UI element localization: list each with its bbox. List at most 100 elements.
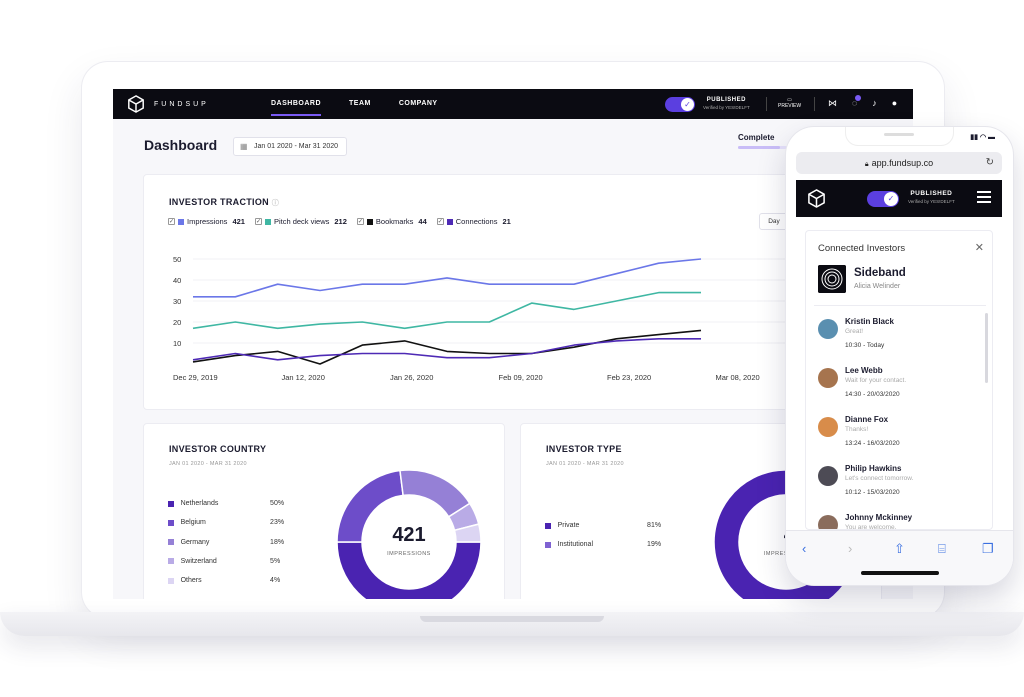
x-tick-label: Jan 12, 2020: [282, 373, 325, 382]
cube-logo-icon[interactable]: [807, 189, 826, 208]
legend-row[interactable]: Netherlands 50%: [168, 500, 298, 507]
bell-icon[interactable]: ♪: [872, 98, 877, 108]
browser-toolbar: ‹ › ⇧ ⌸ ❐: [786, 530, 1013, 585]
complete-progress-fill: [738, 146, 780, 149]
legend-swatch: [446, 218, 453, 225]
close-icon[interactable]: ✕: [974, 242, 984, 254]
nav-link-company[interactable]: COMPANY: [398, 100, 438, 107]
traction-card: INVESTOR TRACTION ⓘ: [143, 174, 843, 410]
date-range-text: Jan 01 2020 - Mar 31 2020: [254, 143, 339, 150]
nav-link-team[interactable]: TEAM: [349, 100, 371, 107]
info-icon[interactable]: ⓘ: [271, 200, 280, 207]
legend-pitch-deck-views[interactable]: ✓ Pitch deck views 212: [254, 217, 347, 226]
type-subtitle: JAN 01 2020 - MAR 31 2020: [546, 461, 624, 467]
legend-label: Connections: [455, 217, 498, 226]
checkbox-icon[interactable]: ✓: [168, 218, 175, 225]
legend-label: Institutional: [557, 541, 594, 549]
reload-icon[interactable]: ↻: [985, 157, 994, 168]
x-tick-label: Jan 26, 2020: [390, 373, 433, 382]
mobile-published-toggle[interactable]: ✓: [867, 191, 899, 207]
brand[interactable]: FUNDSUP: [127, 95, 209, 113]
message-text: You are welcome.: [845, 524, 897, 530]
brand-name: FUNDSUP: [154, 100, 209, 108]
message-item[interactable]: Johnny Mckinney You are welcome.: [818, 513, 978, 530]
published-label: PUBLISHED: [706, 97, 746, 103]
signal-wifi-battery-icon: ▮▮ ◠ ▬: [970, 134, 995, 141]
url-bar[interactable]: 🔒︎ app.fundsup.co ↻: [796, 152, 1002, 174]
legend-percent: 19%: [647, 541, 662, 549]
legend-impressions[interactable]: ✓ Impressions 421: [168, 217, 245, 226]
donut-slice-netherlands[interactable]: [336, 541, 482, 599]
tabs-icon[interactable]: ❐: [982, 541, 994, 556]
message-text: Thanks!: [845, 426, 869, 433]
hamburger-menu-icon[interactable]: [977, 191, 991, 203]
panel-divider: [814, 305, 986, 306]
traction-legend: ✓ Impressions 421 ✓ Pitch deck views 212…: [168, 217, 511, 226]
published-toggle[interactable]: ✓: [665, 97, 695, 112]
url-text: app.fundsup.co: [871, 158, 934, 168]
nav-links: DASHBOARD TEAM COMPANY: [271, 89, 438, 119]
message-item[interactable]: Dianne Fox Thanks! 13:24 - 16/03/2020: [818, 415, 978, 460]
traction-title-text: INVESTOR TRACTION: [169, 197, 269, 207]
type-center-label: IMPRES: [763, 551, 788, 557]
legend-label: Private: [557, 522, 580, 529]
checkbox-icon[interactable]: ✓: [356, 218, 364, 225]
laptop-notch: [420, 616, 604, 622]
forward-icon[interactable]: ›: [848, 541, 853, 556]
message-item[interactable]: Lee Webb Wait for your contact. 14:30 - 20…: [818, 366, 978, 411]
legend-connections[interactable]: ✓ Connections 21: [436, 217, 511, 226]
legend-row[interactable]: Private 81%: [545, 522, 675, 529]
bookmarks-icon[interactable]: ⌸: [938, 541, 946, 556]
legend-label: Belgium: [180, 519, 206, 527]
avatar: [818, 466, 838, 486]
legend-label: Others: [180, 577, 202, 585]
legend-row[interactable]: Institutional 19%: [545, 541, 675, 548]
preview-button[interactable]: ▭ PREVIEW: [778, 97, 801, 109]
legend-percent: 81%: [647, 522, 662, 529]
y-tick-label: 20: [173, 318, 181, 327]
mobile-nav: ✓ PUBLISHED Verified by YES!DELFT: [796, 180, 1002, 217]
checkbox-icon[interactable]: ✓: [254, 218, 262, 225]
message-time: 10:30 - Today: [845, 342, 885, 349]
day-button[interactable]: Day: [759, 213, 789, 230]
message-item[interactable]: Philip Hawkins Let's connect tomorrow. 10:…: [818, 464, 978, 509]
phone-speaker: [884, 133, 914, 136]
legend-value: 21: [502, 217, 511, 226]
legend-value: 212: [334, 217, 347, 226]
country-center-label: IMPRESSIONS: [387, 551, 431, 557]
legend-percent: 50%: [270, 500, 285, 507]
laptop-screen: FUNDSUP DASHBOARD TEAM COMPANY ✓ PUBLISH…: [113, 89, 913, 599]
legend-bookmarks[interactable]: ✓ Bookmarks 44: [356, 217, 427, 226]
phone-frame: ▮▮ ◠ ▬ 🔒︎ app.fundsup.co ↻ ✓ PUBLISHED Ve…: [786, 127, 1013, 585]
check-icon: ✓: [681, 98, 694, 111]
legend-swatch: [168, 539, 174, 546]
back-icon[interactable]: ‹: [802, 541, 807, 556]
series-line-impressions[interactable]: [193, 258, 702, 298]
series-line-bookmarks[interactable]: [192, 329, 702, 365]
message-sender: Johnny Mckinney: [845, 513, 913, 522]
country-subtitle: JAN 01 2020 - MAR 31 2020: [169, 461, 247, 467]
series-line-connections[interactable]: [192, 338, 701, 361]
connected-investors-panel: Connected Investors ✕ Sideband Alicia We…: [805, 230, 993, 530]
donut-slice-others[interactable]: [453, 523, 482, 543]
panel-scrollbar[interactable]: [985, 313, 988, 383]
company-person: Alicia Welinder: [854, 283, 901, 290]
date-range-picker[interactable]: ▦ Jan 01 2020 - Mar 31 2020: [233, 137, 347, 156]
x-tick-label: Mar 08, 2020: [716, 373, 760, 382]
series-line-pitch-deck-views[interactable]: [192, 291, 701, 330]
traction-title: INVESTOR TRACTION ⓘ: [169, 197, 279, 208]
nav-link-dashboard[interactable]: DASHBOARD: [271, 89, 321, 119]
legend-row[interactable]: Switzerland 5%: [168, 558, 298, 565]
chat-icon[interactable]: ◌: [851, 98, 858, 108]
legend-row[interactable]: Germany 18%: [168, 539, 298, 546]
message-item[interactable]: Kristin Black Great! 10:30 - Today: [818, 317, 978, 362]
user-icon[interactable]: ●: [891, 98, 898, 108]
share-icon[interactable]: ⇧: [894, 541, 905, 556]
share-icon[interactable]: ⋈: [828, 98, 837, 108]
legend-swatch: [366, 218, 373, 225]
traction-line-chart: 10 20 30 40 50 Dec 29, 2019 Jan 12, 2020 Jan 26…: [173, 255, 828, 382]
legend-row[interactable]: Belgium 23%: [168, 519, 298, 526]
checkbox-icon[interactable]: ✓: [436, 218, 444, 225]
legend-swatch: [545, 541, 551, 548]
legend-row[interactable]: Others 4%: [168, 577, 298, 584]
